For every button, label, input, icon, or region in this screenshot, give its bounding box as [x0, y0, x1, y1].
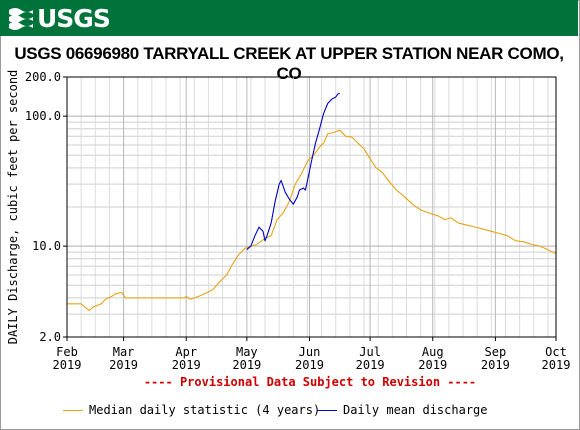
- x-tick-label-month: May: [236, 345, 258, 359]
- legend-item-daily-mean: Daily mean discharge: [317, 402, 488, 418]
- plot-border: [66, 76, 557, 338]
- x-tick-label-month: Apr: [175, 345, 197, 359]
- x-tick-label-year: 2019: [418, 358, 447, 372]
- x-tick-label-year: 2019: [356, 358, 385, 372]
- legend-label-median: Median daily statistic (4 years): [89, 403, 321, 417]
- x-tick-label-month: Sep: [485, 345, 507, 359]
- legend-label-daily-mean: Daily mean discharge: [343, 403, 488, 417]
- usgs-banner: USGS: [0, 0, 578, 36]
- y-axis-ticks: 2.0 10.0 100.0 200.0: [25, 70, 67, 344]
- legend-swatch-daily-mean: [317, 409, 337, 411]
- series-line-daily-mean: [246, 92, 341, 251]
- x-tick-label-month: Oct: [545, 345, 567, 359]
- x-tick-label-year: 2019: [542, 358, 571, 372]
- x-tick-label-year: 2019: [295, 358, 324, 372]
- y-tick-label: 100.0: [25, 109, 61, 123]
- x-axis-ticks: Feb2019Mar2019Apr2019May2019Jun2019Jul20…: [53, 337, 571, 372]
- minor-grid: [67, 77, 556, 337]
- chart-title: USGS 06696980 TARRYALL CREEK AT UPPER ST…: [14, 44, 564, 83]
- y-tick-label: 200.0: [25, 70, 61, 84]
- x-tick-label-year: 2019: [109, 358, 138, 372]
- x-tick-label-year: 2019: [481, 358, 510, 372]
- usgs-logo-text: USGS: [37, 3, 111, 33]
- x-tick-label-month: Jun: [299, 345, 321, 359]
- legend-swatch-median: [63, 409, 83, 411]
- x-tick-label-month: Jul: [359, 345, 381, 359]
- x-tick-label-year: 2019: [172, 358, 201, 372]
- series-layer: [67, 92, 557, 312]
- y-tick-label: 10.0: [32, 239, 61, 253]
- x-tick-label-month: Feb: [56, 345, 78, 359]
- series-line-median: [67, 129, 557, 312]
- y-axis-label: DAILY Discharge, cubic feet per second: [6, 70, 20, 345]
- provisional-notice: ---- Provisional Data Subject to Revisio…: [143, 375, 477, 389]
- x-tick-label-month: Aug: [422, 345, 444, 359]
- x-tick-label-year: 2019: [53, 358, 82, 372]
- x-tick-label-month: Mar: [113, 345, 135, 359]
- x-tick-label-year: 2019: [232, 358, 261, 372]
- usgs-wave-icon: [9, 8, 33, 30]
- y-tick-label: 2.0: [39, 330, 61, 344]
- legend-item-median: Median daily statistic (4 years): [63, 402, 320, 418]
- usgs-logo: USGS: [8, 3, 111, 33]
